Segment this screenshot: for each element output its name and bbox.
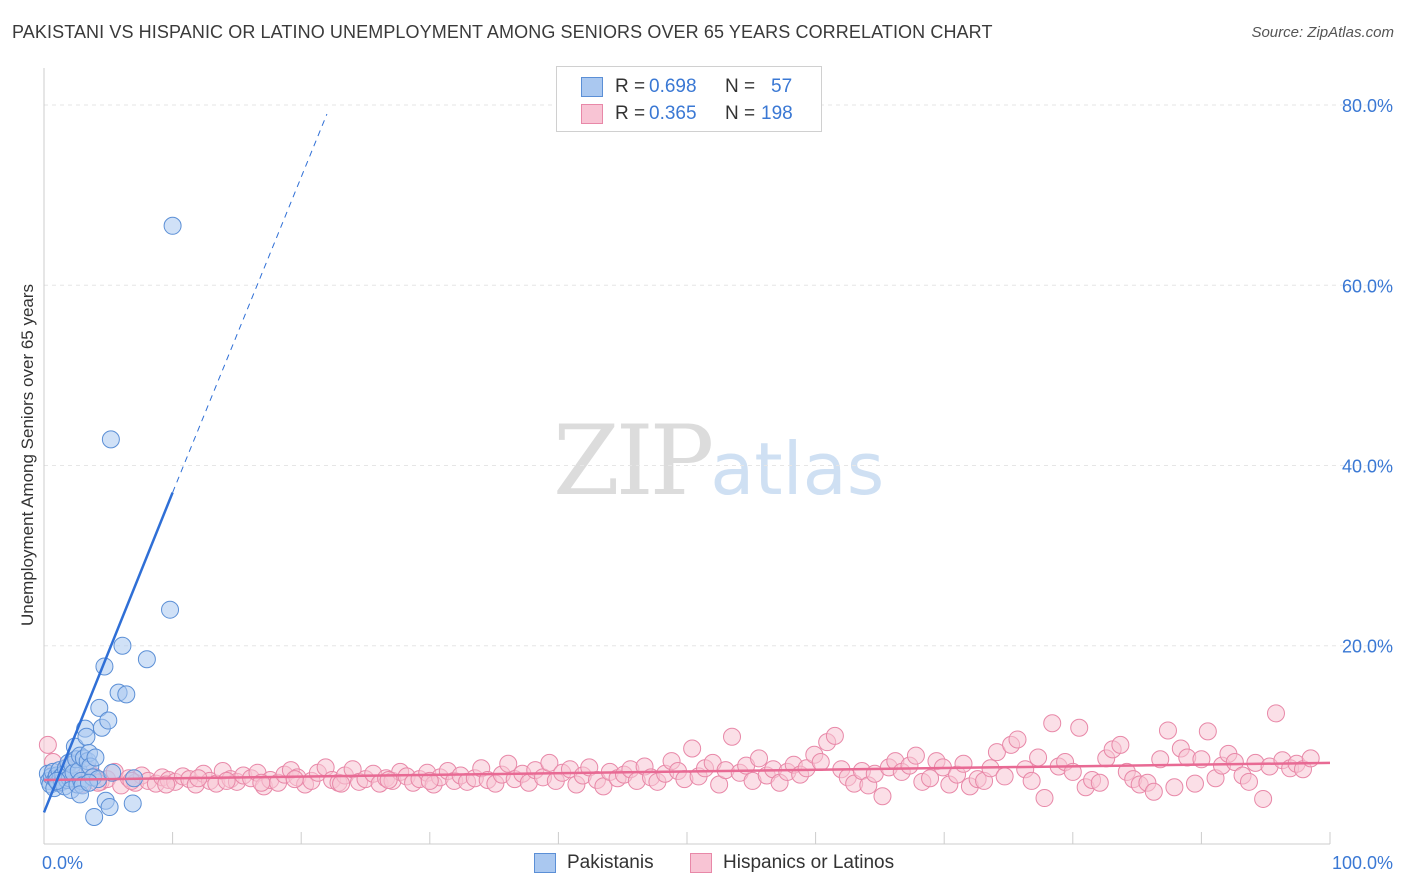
hispanic-point (873, 787, 892, 806)
bottom-legend-label-pakistani: Pakistanis (567, 852, 654, 873)
hispanic-trendline (43, 761, 1331, 782)
hispanic-point (906, 746, 925, 765)
legend-r-label: R = (615, 103, 646, 124)
hispanic-point (157, 775, 176, 794)
legend-r-value-hispanic: 0.365 (649, 103, 697, 124)
hispanic-point (1151, 750, 1170, 769)
hispanic-point (987, 743, 1006, 762)
legend-r-label: R = (615, 76, 646, 97)
hispanic-point (38, 735, 57, 754)
bottom-legend-label-hispanic: Hispanics or Latinos (723, 852, 895, 873)
hispanic-point (332, 774, 351, 793)
pakistani-point (99, 711, 118, 730)
hispanic-point (1158, 721, 1177, 740)
hispanic-point (1063, 762, 1082, 781)
y-tick-label: 60.0% (1342, 276, 1393, 296)
bottom-legend-swatch-hispanic (690, 853, 712, 873)
pakistani-point (137, 650, 156, 669)
hispanic-point (1070, 718, 1089, 737)
pakistani-point (86, 748, 105, 767)
pakistani-point (161, 600, 180, 619)
y-axis-label: Unemployment Among Seniors over 65 years (18, 283, 37, 627)
pakistani-point (100, 798, 119, 817)
hispanic-point (995, 767, 1014, 786)
pakistani-trendline-extension (172, 113, 328, 493)
pakistani-point (117, 685, 136, 704)
hispanic-point (217, 771, 236, 790)
pakistani-point (101, 430, 120, 449)
hispanic-point (379, 771, 398, 790)
hispanic-point (1029, 748, 1048, 767)
hispanic-point (252, 773, 271, 792)
hispanic-point (1043, 714, 1062, 733)
hispanic-point (825, 726, 844, 745)
legend-n-label: N = (725, 103, 756, 124)
legend-row-pakistani: R = 0.698 N = 57 (557, 74, 821, 102)
watermark-atlas: atlas (710, 427, 885, 511)
legend-row-hispanic: R = 0.365 N = 198 (557, 101, 821, 129)
hispanic-point (1022, 771, 1041, 790)
hispanic-point (1254, 789, 1273, 808)
y-tick-label: 40.0% (1342, 457, 1393, 477)
hispanic-point (1165, 778, 1184, 797)
x-tick-label-max: 100.0% (1332, 853, 1393, 873)
hispanic-point (1185, 774, 1204, 793)
hispanic-point (1111, 735, 1130, 754)
pakistani-point (77, 727, 96, 746)
pakistani-point (85, 807, 104, 826)
source-label: Source: ZipAtlas.com (1251, 24, 1394, 41)
hispanic-point (1225, 752, 1244, 771)
legend-n-value-hispanic: 198 (761, 103, 793, 124)
legend-n-label: N = (725, 76, 756, 97)
hispanic-point (921, 769, 940, 788)
pakistani-point (163, 216, 182, 235)
pakistani-point (90, 698, 109, 717)
bottom-legend-swatch-pakistani (534, 853, 556, 873)
chart-title: PAKISTANI VS HISPANIC OR LATINO UNEMPLOY… (12, 22, 993, 42)
legend-r-value-pakistani: 0.698 (649, 76, 697, 97)
pakistani-point (80, 773, 99, 792)
hispanic-point (723, 727, 742, 746)
watermark-zip: ZIP (553, 405, 714, 517)
hispanic-point (1144, 782, 1163, 801)
pakistani-trendline (42, 492, 174, 813)
hispanic-point (1090, 773, 1109, 792)
y-tick-label: 80.0% (1342, 96, 1393, 116)
y-tick-label: 20.0% (1342, 637, 1393, 657)
hispanic-point (954, 754, 973, 773)
hispanic-point (1239, 772, 1258, 791)
x-tick-label-min: 0.0% (42, 853, 83, 873)
watermark: ZIPatlas (553, 405, 884, 517)
legend-n-value-pakistani: 57 (771, 76, 793, 97)
legend-swatch-pakistani (581, 77, 603, 97)
hispanic-point (499, 754, 518, 773)
hispanic-point (285, 770, 304, 789)
hispanic-point (1266, 704, 1285, 723)
hispanic-point (540, 753, 559, 772)
hispanic-point (750, 749, 769, 768)
hispanic-point (811, 752, 830, 771)
hispanic-point (683, 739, 702, 758)
pakistani-point (113, 636, 132, 655)
legend-swatch-hispanic (581, 104, 603, 124)
hispanic-point (1008, 730, 1027, 749)
hispanic-point (420, 771, 439, 790)
correlation-legend: R = 0.698 N = 57 R = 0.365 N = 198 (556, 66, 822, 132)
pakistani-point (103, 763, 122, 782)
hispanic-point (1198, 722, 1217, 741)
pakistani-point (123, 794, 142, 813)
hispanic-point (1035, 789, 1054, 808)
